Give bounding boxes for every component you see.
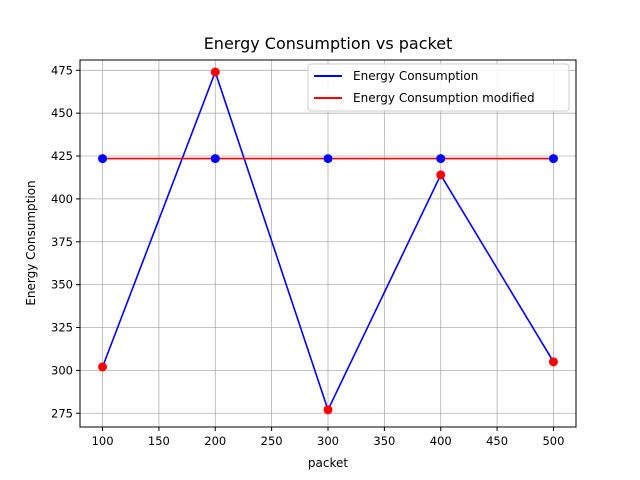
data-point-energy-consumption-modified [98,362,108,372]
legend: Energy Consumption Energy Consumption mo… [307,63,570,112]
y-axis-label: Energy Consumption [24,180,38,305]
y-tick-label: 325 [51,321,73,335]
y-tick-label: 450 [51,106,73,120]
x-tick-label: 500 [542,434,564,448]
x-tick-label: 250 [261,434,283,448]
legend-label-energy-consumption: Energy Consumption [353,69,478,83]
y-tick-label: 400 [51,192,73,206]
legend-box [307,63,570,112]
x-tick-label: 200 [204,434,226,448]
y-tick-label: 375 [51,235,73,249]
x-tick-label: 150 [148,434,170,448]
y-tick-label: 300 [51,363,73,377]
y-tick-label: 350 [51,278,73,292]
data-point-energy-consumption [323,154,333,164]
data-point-energy-consumption [98,154,108,164]
data-point-energy-consumption [436,154,446,164]
legend-label-energy-consumption-modified: Energy Consumption modified [353,91,535,105]
x-axis-label: packet [308,456,348,470]
data-point-energy-consumption-modified [436,170,446,180]
x-tick-label: 400 [430,434,452,448]
x-tick-label: 100 [92,434,114,448]
y-tick-label: 425 [51,149,73,163]
data-point-energy-consumption-modified [210,67,220,77]
x-tick-label: 450 [486,434,508,448]
x-tick-label: 300 [317,434,339,448]
x-axis-ticks: 100 150 200 250 300 350 400 450 500 [92,427,564,448]
x-tick-label: 350 [373,434,395,448]
y-axis-ticks: 275 300 325 350 375 400 425 450 475 [51,63,80,420]
data-point-energy-consumption [210,154,220,164]
data-point-energy-consumption-modified [548,357,558,367]
y-tick-label: 475 [51,63,73,77]
chart-title: Energy Consumption vs packet [204,34,453,53]
y-tick-label: 275 [51,406,73,420]
data-point-energy-consumption-modified [323,405,333,415]
data-point-energy-consumption [548,154,558,164]
marker-layer [98,67,558,415]
